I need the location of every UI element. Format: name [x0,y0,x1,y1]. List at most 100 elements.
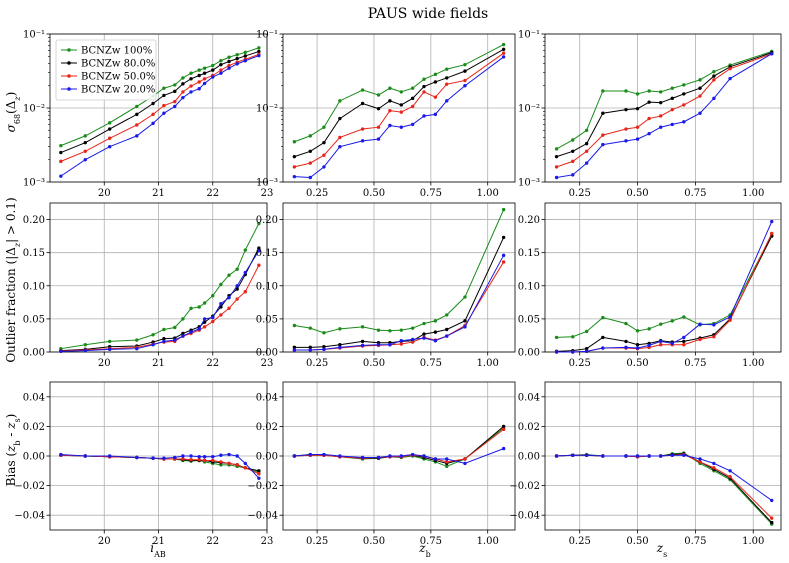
data-point [197,327,201,331]
data-point [181,76,185,80]
data-point [635,137,640,141]
data-point [635,92,640,96]
y-tick-label: 10⁻¹ [518,30,540,41]
data-point [463,69,467,73]
data-point [235,56,239,61]
x-tick-label: 23 [261,358,274,369]
data-point [670,107,674,112]
data-point [635,346,640,350]
y-tick-label: 0.20 [518,215,540,226]
data-point [445,334,449,338]
data-point [202,317,207,321]
data-point [584,329,589,334]
data-point [584,141,589,146]
data-point [584,346,589,351]
data-point [376,455,381,460]
y-tick-label: 10⁻¹ [23,30,45,41]
data-point [601,111,605,115]
data-point [601,89,605,93]
data-point [658,114,663,118]
data-point [712,78,716,82]
x-tick-label: 23 [261,536,274,547]
series-line [294,255,505,351]
data-point [433,95,438,99]
x-tick-label: 23 [261,188,274,199]
data-point [601,133,605,137]
data-point [501,42,506,47]
data-point [658,343,663,347]
data-point [376,93,381,97]
data-point [227,306,231,310]
data-point [445,460,449,464]
y-tick-label: 0.10 [23,281,45,292]
ylabel-sigma: σ68(Δz) [4,92,22,133]
data-point [728,475,732,479]
data-point [107,121,112,125]
y-tick-label: 0.00 [518,348,540,359]
data-point [308,345,312,350]
data-point [445,67,449,71]
data-point [227,452,231,457]
data-point [322,165,326,169]
data-point [682,103,686,107]
data-point [601,142,605,147]
data-point [554,454,559,458]
data-point [635,329,640,333]
data-point [257,46,261,50]
data-point [770,219,774,224]
series-line [556,53,773,179]
data-point [433,112,438,117]
data-point [433,339,438,343]
data-point [292,345,297,350]
legend-marker [67,87,71,91]
y-tick-label: 0.15 [23,248,45,259]
x-tick-label: 21 [152,358,165,369]
data-point [219,301,223,306]
data-point [59,174,63,178]
data-point [376,137,381,141]
data-point [422,454,426,458]
y-tick-label: 0.05 [23,314,45,325]
data-point [635,343,640,347]
data-point [501,427,506,432]
y-tick-label: 0.04 [256,392,278,403]
data-point [601,335,605,340]
data-point [388,108,392,113]
panel-outlier-zb: 0.25 0.50 0.75 1.00 0.00 0.05 0.10 0.15 0.20 [256,202,516,369]
y-tick-label: 10⁻³ [23,178,45,189]
data-point [410,86,415,90]
x-tick-label: 22 [206,188,219,199]
panel-sigma-zb: 0.25 0.50 0.75 1.00 10⁻³ 10⁻² 10⁻¹ [256,30,516,199]
data-point [197,455,201,459]
series-line [556,53,772,168]
data-point [257,221,261,226]
data-point [181,454,185,458]
data-point [670,453,674,457]
data-point [257,49,261,54]
data-point [243,466,247,470]
legend-box [55,39,157,101]
y-tick-label: −0.02 [247,481,278,492]
data-point [189,458,193,462]
data-point [308,326,312,330]
data-point [59,159,63,164]
data-point [162,456,166,460]
data-point [647,131,651,136]
data-point [422,84,426,89]
data-point [202,325,207,329]
data-point [135,134,139,138]
series-line [294,237,505,348]
data-point [257,246,261,250]
data-point [162,86,166,90]
data-point [360,343,365,348]
y-tick-label: 0.00 [23,348,45,359]
data-point [173,99,177,104]
data-point [463,62,467,67]
data-point [501,51,506,55]
data-point [501,260,506,264]
series-line [294,209,505,334]
data-point [571,453,575,457]
x-tick-label: 20 [98,358,111,369]
data-point [682,335,686,340]
